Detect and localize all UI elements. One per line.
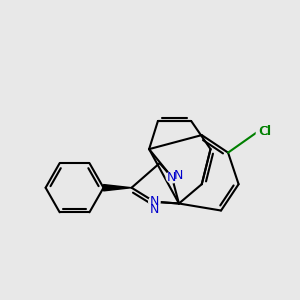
Text: N: N	[167, 171, 177, 184]
Text: N: N	[173, 169, 183, 182]
Text: Cl: Cl	[258, 125, 270, 138]
FancyBboxPatch shape	[256, 127, 268, 136]
Text: Cl: Cl	[260, 125, 272, 138]
Text: N: N	[150, 203, 159, 216]
Circle shape	[149, 196, 160, 207]
Text: N: N	[150, 195, 159, 208]
Circle shape	[166, 172, 178, 183]
Polygon shape	[103, 184, 132, 191]
